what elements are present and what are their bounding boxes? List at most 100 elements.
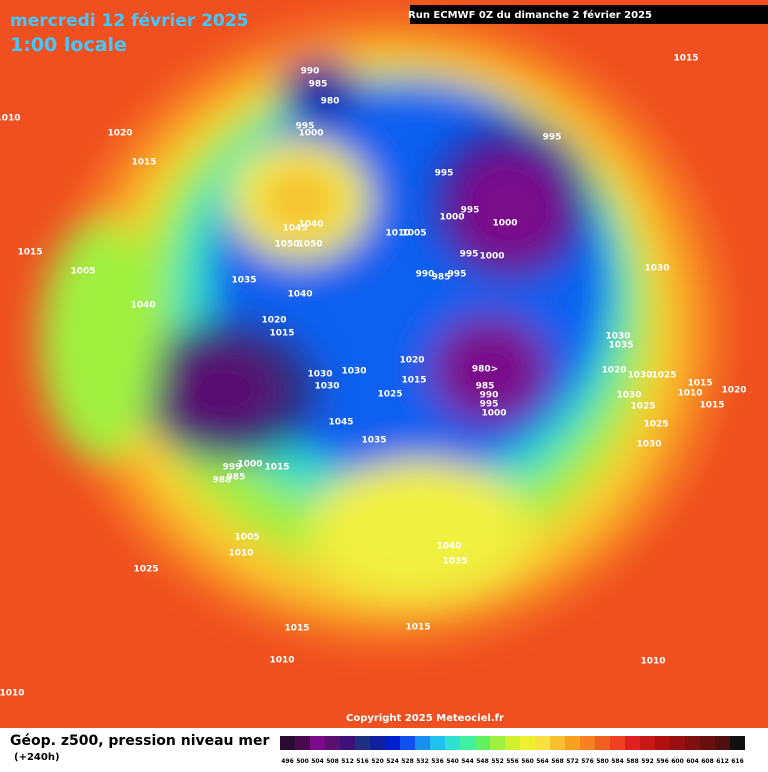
colorbar-label: 504 (311, 758, 324, 765)
colorbar-label: 608 (701, 758, 714, 765)
pressure-label: 1015 (699, 401, 724, 411)
colorbar-label: 592 (641, 758, 654, 765)
colorbar-cell (670, 736, 685, 750)
colorbar-label: 528 (401, 758, 414, 765)
pressure-label: 1025 (643, 420, 668, 430)
pressure-label: 990 (301, 67, 320, 77)
pressure-label: 1030 (627, 371, 652, 381)
colorbar-label: 612 (716, 758, 729, 765)
colorbar-label: 552 (491, 758, 504, 765)
colorbar-label: 532 (416, 758, 429, 765)
pressure-label: 1015 (269, 329, 294, 339)
colorbar-label: 596 (656, 758, 669, 765)
pressure-label: 1035 (361, 436, 386, 446)
legend-lead: (+240h) (14, 752, 60, 763)
colorbar-cell (415, 736, 430, 750)
colorbar-label: 556 (506, 758, 519, 765)
pressure-label: 1030 (307, 370, 332, 380)
colorbar-cell (715, 736, 730, 750)
pressure-label: 1015 (284, 624, 309, 634)
run-banner (410, 5, 768, 24)
colorbar-cell (430, 736, 445, 750)
pressure-label: 1050 (274, 240, 299, 250)
colorbar-cell (565, 736, 580, 750)
colorbar-cell (280, 736, 295, 750)
pressure-label: 985 (476, 382, 495, 392)
pressure-label: 1020 (601, 366, 626, 376)
colorbar-cell (355, 736, 370, 750)
legend-title: Géop. z500, pression niveau mer (10, 733, 269, 749)
colorbar-cell (550, 736, 565, 750)
colorbar-cell (595, 736, 610, 750)
pressure-label: 1020 (107, 129, 132, 139)
pressure-label: 1000 (492, 219, 517, 229)
pressure-label: 1010 (0, 114, 21, 124)
pressure-label: 1050 (297, 240, 322, 250)
subtitle: 1:00 locale (10, 34, 127, 56)
pressure-label: 990 (416, 270, 435, 280)
pressure-label: 1005 (401, 229, 426, 239)
colorbar-label: 576 (581, 758, 594, 765)
colorbar-label: 580 (596, 758, 609, 765)
colorbar-label: 544 (461, 758, 474, 765)
colorbar-label: 536 (431, 758, 444, 765)
pressure-label: 1020 (721, 386, 746, 396)
pressure-label: 980 (321, 97, 340, 107)
pressure-label: 1040 (287, 290, 312, 300)
colorbar-cell (580, 736, 595, 750)
pressure-label: 995 (543, 133, 562, 143)
colorbar-label: 540 (446, 758, 459, 765)
pressure-label: 990 (480, 391, 499, 401)
colorbar-label: 560 (521, 758, 534, 765)
pressure-label: 1015 (673, 54, 698, 64)
colorbar-cell (655, 736, 670, 750)
pressure-label: 1030 (341, 367, 366, 377)
pressure-label: 1040 (130, 301, 155, 311)
pressure-label: 1010 (640, 657, 665, 667)
pressure-label: 1005 (234, 533, 259, 543)
field (0, 0, 768, 728)
colorbar-cell (700, 736, 715, 750)
colorbar-cell (520, 736, 535, 750)
pressure-label: 1010 (0, 689, 25, 699)
pressure-label: 1005 (70, 267, 95, 277)
colorbar-cell (370, 736, 385, 750)
colorbar-label: 524 (386, 758, 399, 765)
colorbar-label: 548 (476, 758, 489, 765)
pressure-label: 1035 (608, 341, 633, 351)
pressure-label: 1015 (405, 623, 430, 633)
pressure-label: 1010 (385, 229, 410, 239)
run-title: Run ECMWF 0Z du dimanche 2 février 2025 (408, 9, 652, 21)
pressure-label: 1045 (328, 418, 353, 428)
pressure-label: 1030 (605, 332, 630, 342)
pressure-label: 1000 (237, 460, 262, 470)
colorbar-label: 496 (281, 758, 294, 765)
colorbar-label: 500 (296, 758, 309, 765)
colorbar-cell (460, 736, 475, 750)
pressure-label: 1030 (636, 440, 661, 450)
colorbar-cell (325, 736, 340, 750)
pressure-label: 980> (472, 365, 498, 375)
colorbar-label: 600 (671, 758, 684, 765)
pressure-label: 1030 (616, 391, 641, 401)
pressure-label: 1040 (436, 542, 461, 552)
pressure-label: 1025 (630, 402, 655, 412)
pressure-label: 1000 (481, 409, 506, 419)
pressure-label: 1035 (442, 557, 467, 567)
pressure-label: 988 (213, 476, 232, 486)
pressure-label: 1020 (399, 356, 424, 366)
pressure-label: 1045 (282, 224, 307, 234)
pressure-label: 1025 (651, 371, 676, 381)
colorbar-label: 568 (551, 758, 564, 765)
colorbar-label: 584 (611, 758, 624, 765)
pressure-label: 1000 (439, 213, 464, 223)
colorbar-cell (445, 736, 460, 750)
pressure-label: 995 (480, 400, 499, 410)
colorbar-cell (400, 736, 415, 750)
colorbar-cell (685, 736, 700, 750)
pressure-label: 985 (309, 80, 328, 90)
colorbar-label: 516 (356, 758, 369, 765)
colorbar-cell (625, 736, 640, 750)
colorbar-cell (505, 736, 520, 750)
title: mercredi 12 février 2025 (10, 11, 248, 31)
